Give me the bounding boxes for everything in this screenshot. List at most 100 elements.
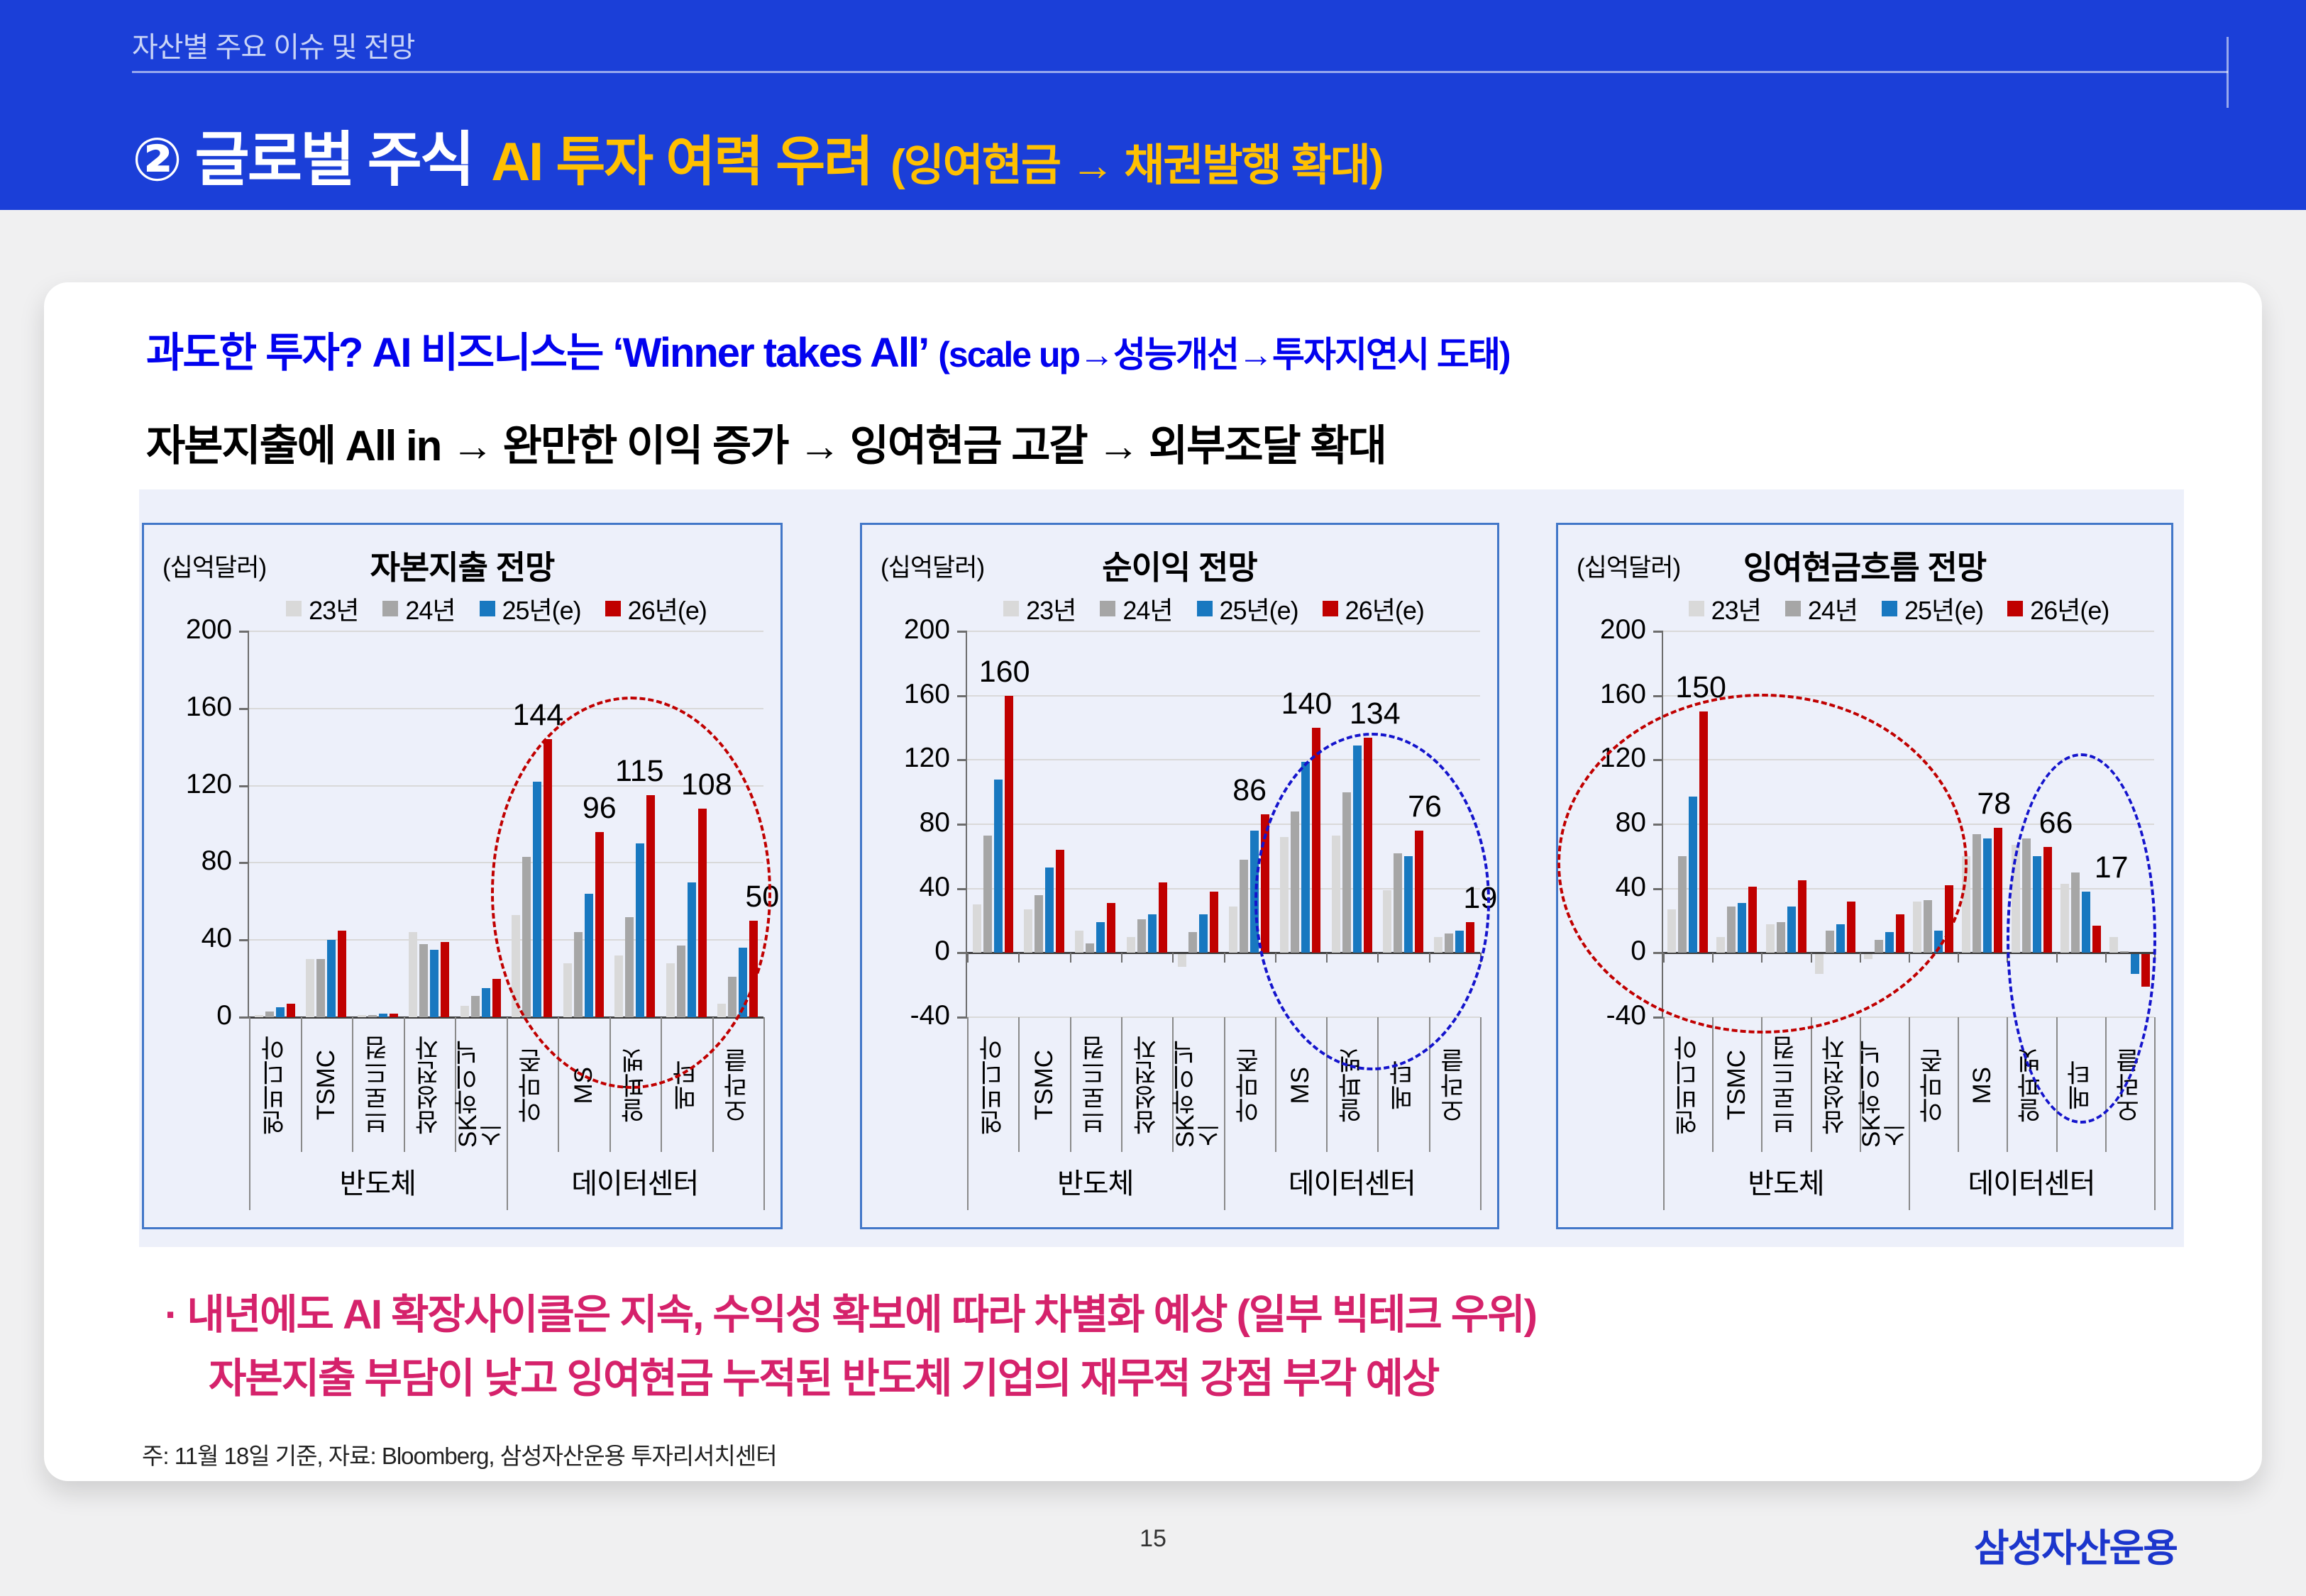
legend-label: 24년 [1122,596,1173,625]
group-label: 데이터센터 [571,1168,699,1199]
legend-item: 23년 [286,590,359,627]
legend-swatch [605,601,621,616]
y-axis-label: 120 [185,768,232,799]
category-label-text: SK하이닉스 [1171,1040,1225,1148]
category-separator [1120,1017,1122,1152]
category-label: SK하이닉스 [1858,1023,1910,1148]
bar-브로드컴-25년(e) [378,1013,387,1017]
y-axis-tick [957,759,967,762]
category-label: 브로드컴 [1761,1023,1810,1148]
category-separator [506,1017,508,1152]
bar-엔비디아-24년 [983,835,992,953]
y-axis-label: 80 [919,807,950,838]
legend-swatch [1196,601,1213,616]
category-separator [300,1017,302,1152]
chart-box-net-income: (십억달러) 순이익 전망 23년 24년 25년(e) 26년(e) -40 0 40 80 12… [860,523,1499,1229]
highlight-ellipse [490,697,771,1089]
y-axis-label: 40 [201,923,232,954]
y-axis-tick [239,707,249,710]
legend-label: 25년(e) [1219,596,1299,625]
bar-엔비디아-26년(e) [1004,695,1013,953]
y-axis-label: 120 [903,743,950,774]
highlight-ellipse [2007,753,2157,1124]
legend: 23년 24년 25년(e) 26년(e) [1636,590,2161,627]
category-separator [1480,1017,1482,1152]
y-axis-label: -40 [910,1000,950,1031]
data-label: 144 [512,698,564,733]
gridline [249,631,763,632]
legend-label: 23년 [1026,596,1076,625]
y-axis-label: 200 [1599,614,1646,645]
bar-엔비디아-26년(e) [286,1003,295,1017]
legend: 23년 24년 25년(e) 26년(e) [222,590,771,627]
legend-swatch [1100,601,1116,616]
source-note: 주: 11월 18일 기준, 자료: Bloomberg, 삼성자산운용 투자리… [142,1443,778,1469]
axis-unit-label: (십억달러) [1577,554,1681,582]
intro-line-1-paren: (scale up→성능개선→투자지연시 도태) [938,335,1511,375]
bar-브로드컴-24년 [1086,943,1095,953]
category-separator [1326,1017,1328,1152]
chart-title: 자본지출 전망 [370,549,556,586]
intro-line-2: 자본지출에 All in → 완만한 이익 증가 → 잉여현금 고갈 → 외부조… [146,422,1387,470]
category-separator [1958,1017,1960,1152]
page-title: ② 글로벌 주식 AI 투자 여력 우려 (잉여현금 → 채권발행 확대) [132,112,1384,198]
y-axis-tick [239,631,249,633]
bar-TSMC-26년(e) [338,930,347,1017]
category-separator [1428,1017,1430,1152]
legend-label: 26년(e) [1345,596,1425,625]
y-axis-label: 160 [1599,678,1646,709]
legend-swatch [1784,601,1801,616]
bar-SK하이닉스-26년(e) [492,978,501,1017]
data-label: 160 [978,654,1030,689]
legend-item: 26년(e) [2007,590,2109,627]
gridline [967,631,1480,632]
legend-item: 25년(e) [479,590,582,627]
category-separator [1274,1017,1276,1152]
bar-브로드컴-25년(e) [1096,922,1105,953]
category-label-text: 아마존 [1235,1048,1264,1123]
category-separator [1223,1017,1225,1152]
category-separator [1069,1017,1071,1152]
bar-MS-24년 [1973,833,1982,953]
category-separator [1377,1017,1379,1152]
group-separator [2154,1152,2156,1210]
y-axis-label: 80 [201,846,232,877]
gridline [249,785,763,787]
y-axis-tick [957,631,967,633]
y-axis-label: 160 [903,678,950,709]
category-separator [1909,1017,1910,1152]
category-separator [1712,1017,1714,1152]
bar-삼성전자-26년(e) [1158,882,1167,953]
category-separator [661,1017,662,1152]
legend-label: 26년(e) [627,596,707,625]
legend-item: 26년(e) [1322,590,1425,627]
data-label: 86 [1232,773,1267,808]
y-axis-line [248,631,249,1017]
y-axis-tick [1653,1016,1663,1019]
category-label-text: 삼성전자 [1821,1036,1849,1135]
chart-box-capex: (십억달러) 자본지출 전망 23년 24년 25년(e) 26년(e) 0 40 80 120 1… [142,523,783,1229]
x-axis-tick [967,953,969,963]
gridline [967,759,1480,761]
category-label: 엔비디아 [967,1023,1018,1148]
legend-swatch [1882,601,1897,616]
y-axis-tick [1653,631,1663,633]
intro-line-1-text: 과도한 투자? AI 비즈니스는 ‘Winner takes All’ [146,330,929,376]
bar-TSMC-25년(e) [1044,868,1054,953]
x-axis-tick [1172,953,1174,963]
legend-item: 26년(e) [605,590,707,627]
y-axis-label: 200 [903,614,950,645]
chart-title: 순이익 전망 [1102,549,1257,586]
legend: 23년 24년 25년(e) 26년(e) [940,590,1487,627]
gridline [967,824,1480,825]
category-label: 삼성전자 [1811,1023,1860,1148]
legend-label: 23년 [309,596,359,625]
bar-브로드컴-26년(e) [1107,903,1116,953]
category-separator [558,1017,559,1152]
y-axis-tick [957,887,967,890]
bar-SK하이닉스-25년(e) [1198,914,1208,953]
y-axis-label: 0 [934,936,950,967]
category-label: 브로드컴 [352,1023,404,1148]
category-separator [352,1017,353,1152]
